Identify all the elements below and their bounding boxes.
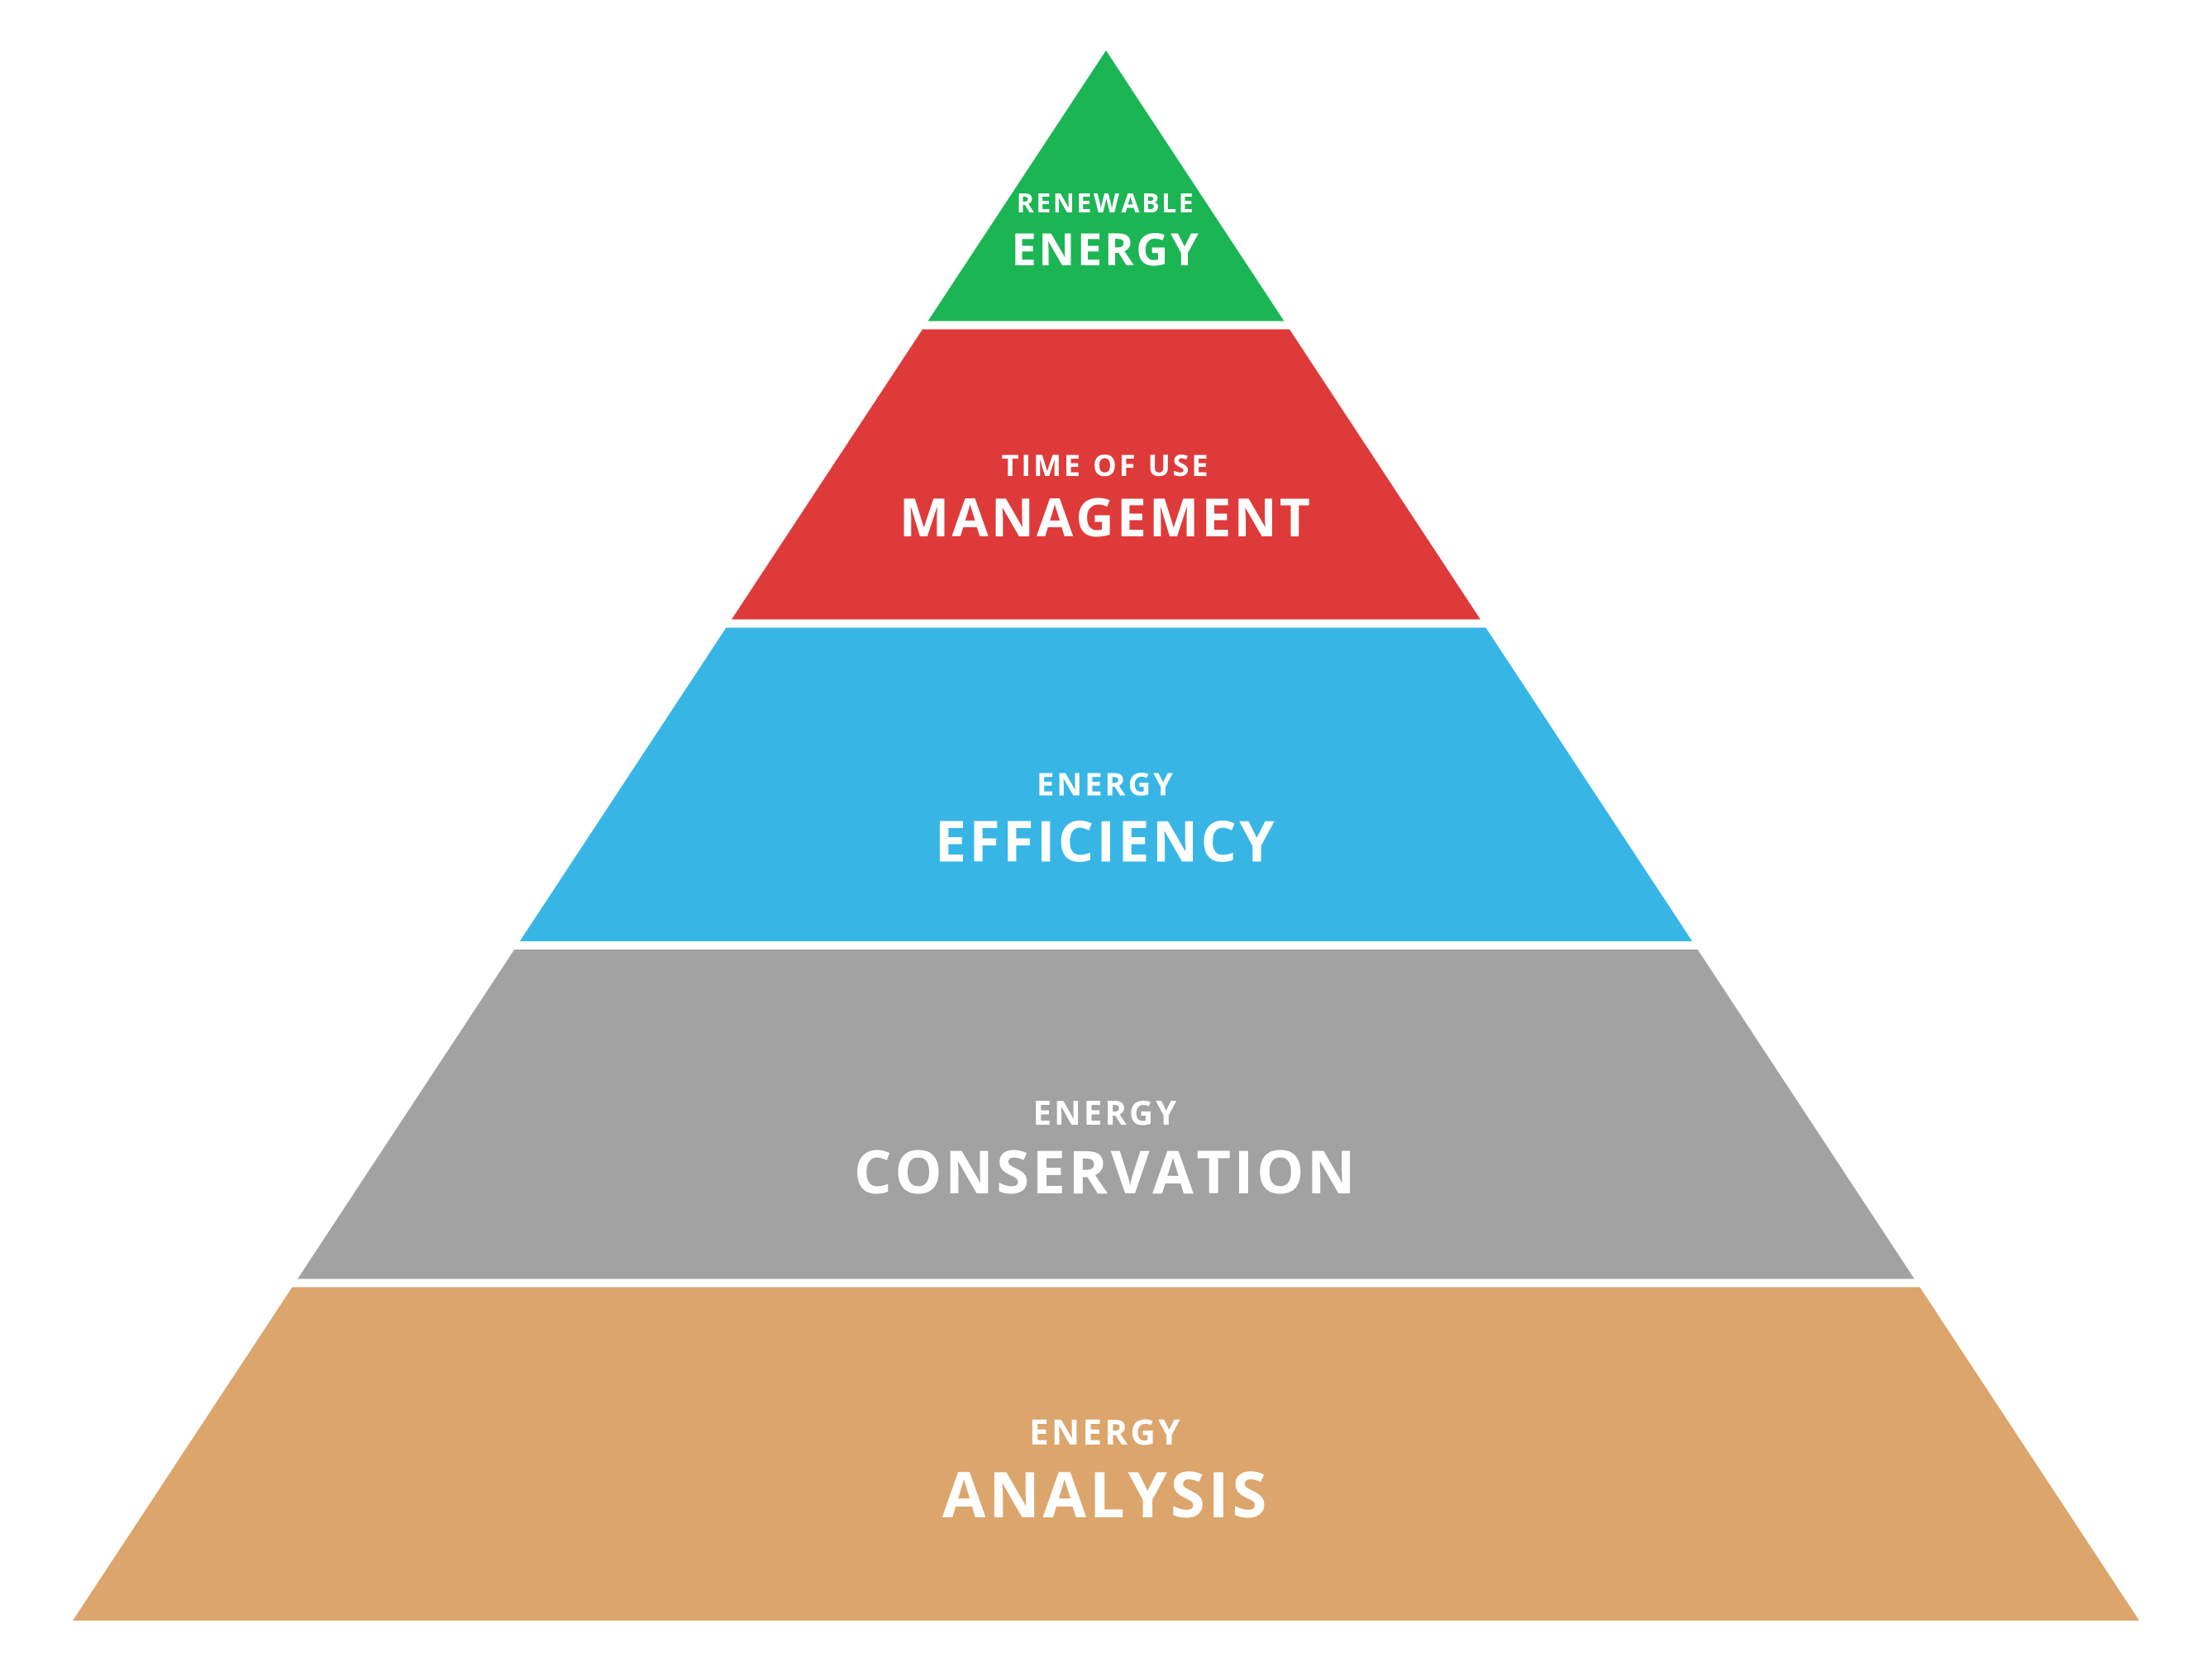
pyramid-level-1-shape (732, 330, 1480, 620)
pyramid-diagram: RENEWABLE ENERGY TIME OF USE MANAGEMENT … (73, 50, 2139, 1621)
pyramid-svg (73, 50, 2139, 1621)
pyramid-level-2-shape (520, 628, 1692, 942)
pyramid-level-3-shape (298, 950, 1914, 1279)
pyramid-level-0-shape (928, 50, 1285, 321)
pyramid-level-4-shape (73, 1288, 2139, 1621)
